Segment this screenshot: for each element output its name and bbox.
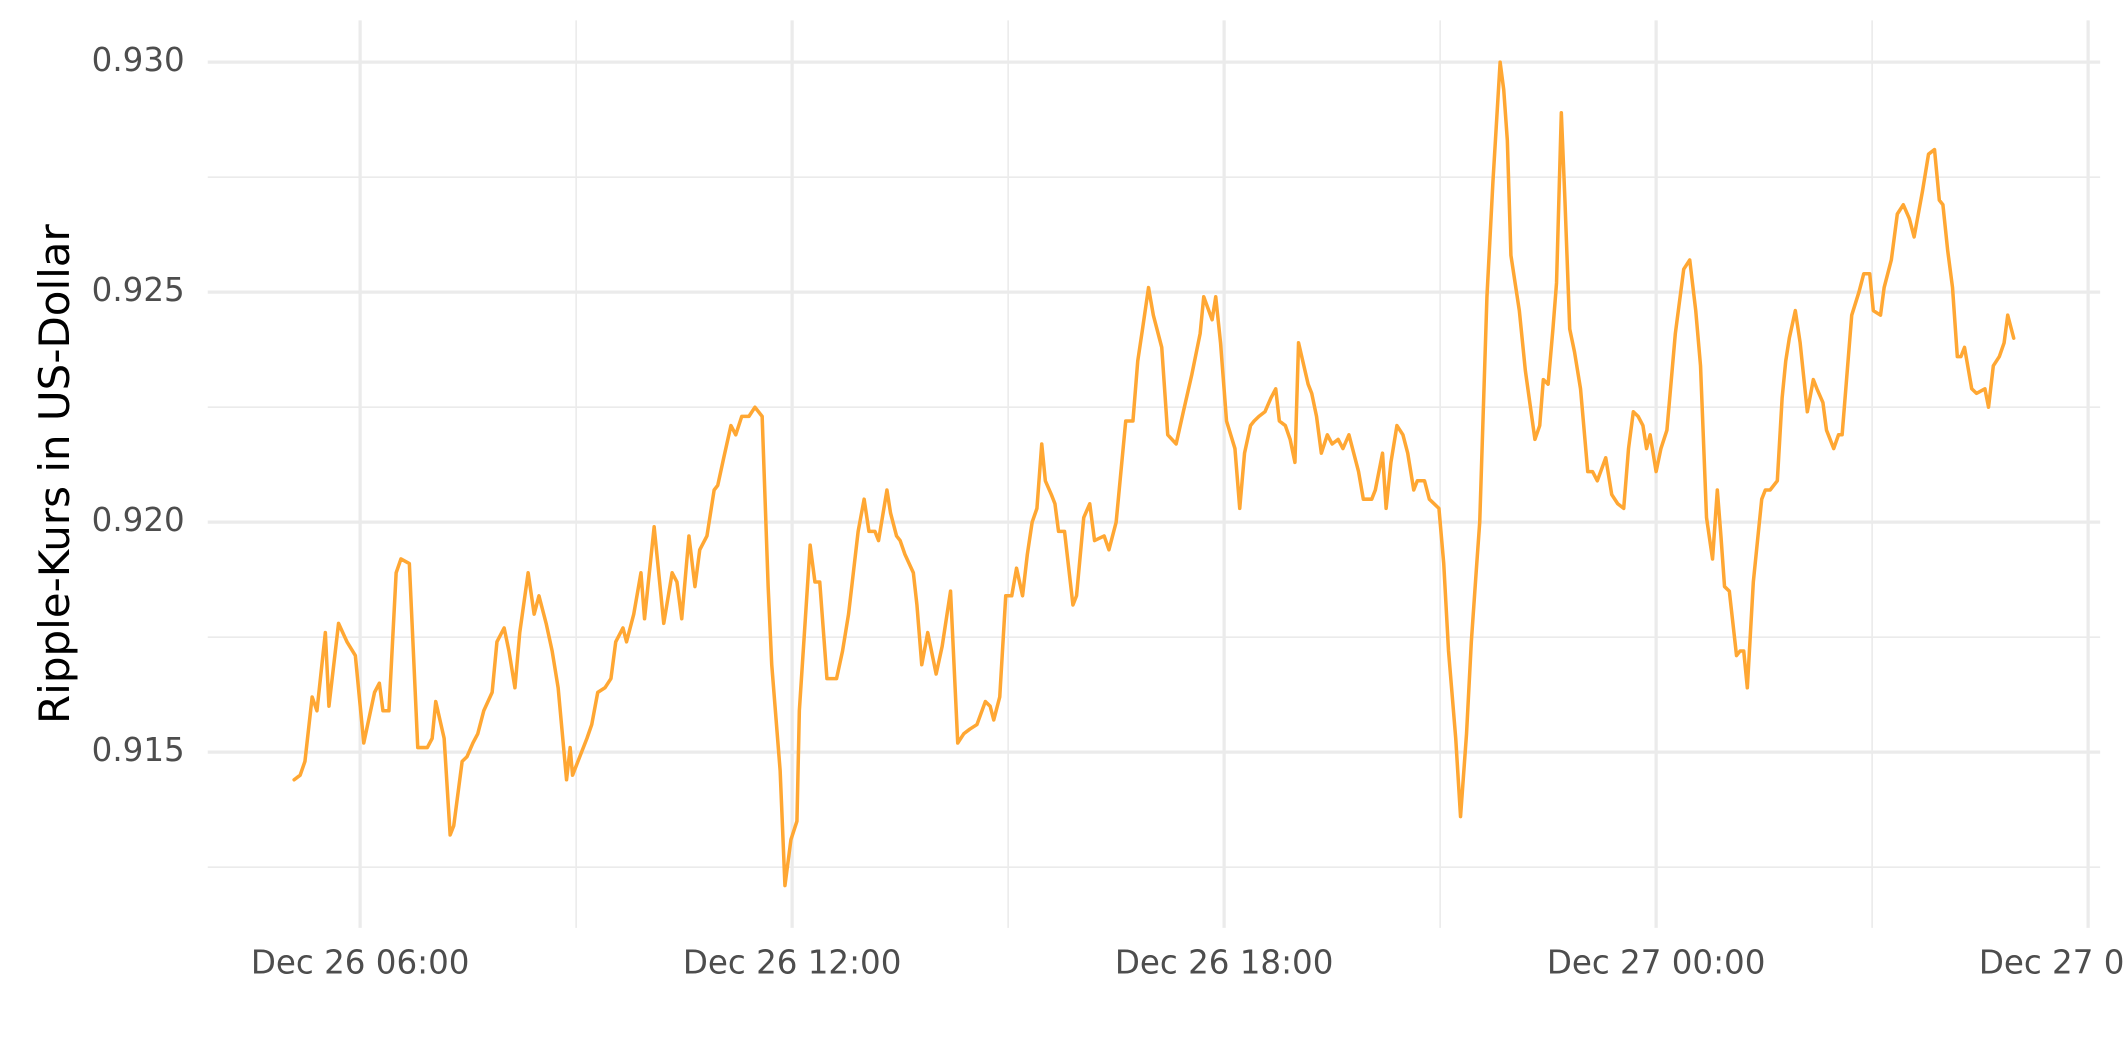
y-tick-label: 0.920 xyxy=(92,501,185,539)
grid xyxy=(207,20,2101,928)
x-tick-label: Dec 26 06:00 xyxy=(251,943,470,981)
axis-labels: 0.915 0.920 0.925 0.930 Dec 26 06:00 Dec 26 1… xyxy=(92,41,2125,981)
y-axis-title: Ripple-Kurs in US-Dollar xyxy=(30,223,79,724)
y-tick-label: 0.915 xyxy=(92,731,185,769)
y-tick-label: 0.925 xyxy=(92,271,185,309)
x-tick-label: Dec 26 18:00 xyxy=(1115,943,1334,981)
plot xyxy=(292,60,2016,888)
price-line xyxy=(292,60,2016,888)
x-tick-label: Dec 27 00:00 xyxy=(1547,943,1766,981)
x-tick-label: Dec 26 12:00 xyxy=(683,943,902,981)
y-tick-label: 0.930 xyxy=(92,41,185,79)
x-tick-label: Dec 27 06:00 xyxy=(1979,943,2125,981)
